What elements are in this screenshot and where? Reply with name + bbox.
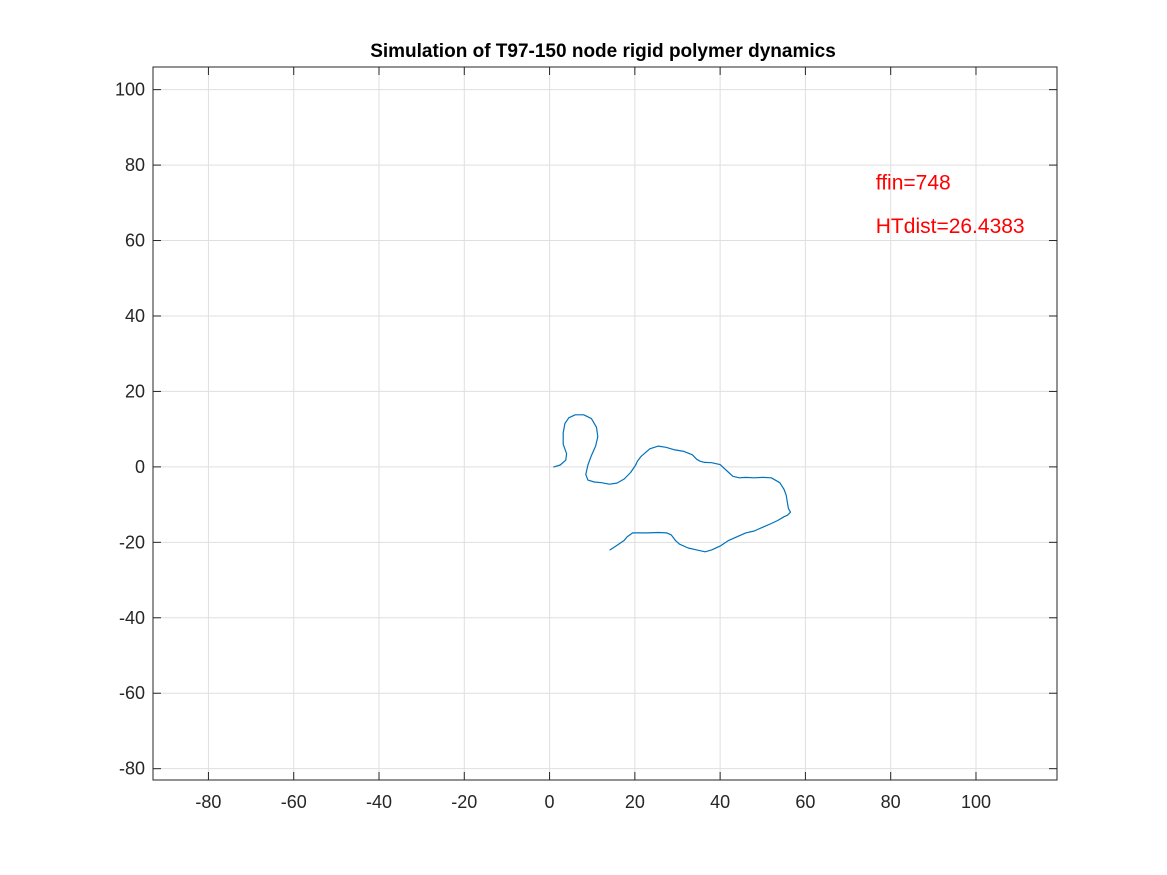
x-tick-label: 40: [710, 792, 730, 812]
x-tick-label: -20: [451, 792, 477, 812]
chart-title: Simulation of T97-150 node rigid polymer…: [370, 41, 836, 62]
grid-layer: [153, 67, 1057, 780]
x-tick-label: 20: [625, 792, 645, 812]
x-tick-label: -40: [366, 792, 392, 812]
y-tick-label: 0: [135, 457, 145, 477]
y-tick-label: -20: [119, 532, 145, 552]
y-tick-label: -60: [119, 683, 145, 703]
x-tick-label: -80: [195, 792, 221, 812]
axes-box: [152, 66, 1058, 781]
y-tick-label: 100: [115, 80, 145, 100]
series-layer: [553, 414, 792, 553]
x-tick-label: 100: [961, 792, 991, 812]
y-tick-label: 80: [125, 155, 145, 175]
y-tick-label: -40: [119, 608, 145, 628]
y-tick-label: 40: [125, 306, 145, 326]
htdist-annotation: HTdist=26.4383: [876, 215, 1025, 238]
y-tick-label: -80: [119, 759, 145, 779]
axes-layer: -80 -60 -40 -20 0 20 40 60 80 100 -80 -60 -40 -20 0 20 4…: [115, 66, 1058, 812]
x-tick-label: 0: [545, 792, 555, 812]
y-tick-label: 20: [125, 381, 145, 401]
polymer-chain-line: [553, 414, 792, 553]
y-tick-label: 60: [125, 231, 145, 251]
x-tick-label: 60: [795, 792, 815, 812]
x-tick-label: -60: [281, 792, 307, 812]
x-tick-label: 80: [881, 792, 901, 812]
annotation-layer: ffin=748 HTdist=26.4383: [876, 172, 1025, 238]
ffin-annotation: ffin=748: [876, 172, 951, 195]
